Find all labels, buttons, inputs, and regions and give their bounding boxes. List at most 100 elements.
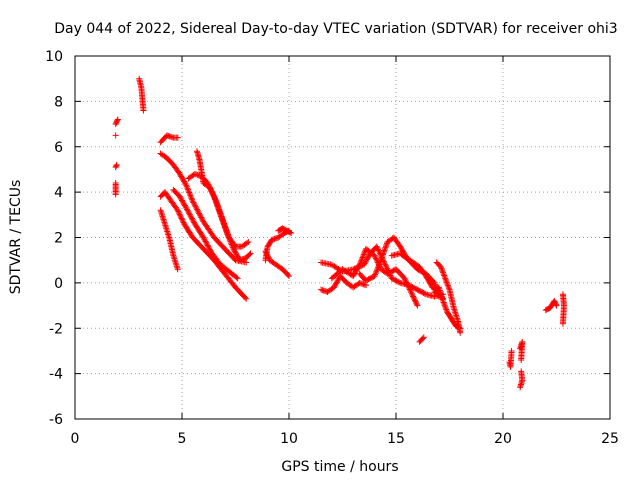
y-tick-label: -2 (49, 321, 63, 337)
data-point (210, 191, 217, 198)
data-point (231, 247, 238, 254)
data-point (179, 176, 186, 183)
data-point (376, 261, 383, 268)
data-point (372, 254, 379, 261)
data-point (439, 266, 446, 273)
data-point (360, 253, 367, 260)
data-point (234, 253, 241, 260)
data-point (443, 278, 450, 285)
data-point (333, 279, 340, 286)
data-point (443, 306, 450, 313)
data-point (202, 238, 209, 245)
data-point (414, 302, 421, 309)
data-point (186, 190, 193, 197)
data-point (375, 262, 382, 269)
data-point (552, 301, 559, 308)
data-point (233, 274, 240, 281)
data-point (264, 252, 271, 259)
data-point (438, 265, 445, 272)
data-point (397, 244, 404, 251)
data-point (200, 234, 207, 241)
data-point (199, 233, 206, 240)
data-point (184, 207, 191, 214)
data-point (411, 297, 418, 304)
data-point (205, 243, 212, 250)
data-point (398, 246, 405, 253)
data-point (174, 266, 181, 273)
data-point (191, 200, 198, 207)
data-point (419, 335, 426, 342)
data-point (457, 325, 464, 332)
data-point (372, 255, 379, 262)
data-point (397, 243, 404, 250)
data-point (192, 203, 199, 210)
data-point (113, 161, 120, 168)
data-point (140, 107, 147, 114)
data-point (114, 116, 121, 123)
y-tick-label: 4 (54, 185, 63, 201)
data-point (211, 195, 218, 202)
data-point (442, 305, 449, 312)
data-point (413, 301, 420, 308)
data-point (372, 271, 379, 278)
data-point (439, 268, 446, 275)
data-point (356, 261, 363, 268)
data-point (201, 235, 208, 242)
data-point (559, 320, 566, 327)
data-point (114, 117, 121, 124)
y-tick-label: 6 (54, 140, 63, 156)
data-point (206, 246, 213, 253)
data-segment (431, 284, 464, 332)
data-point (204, 242, 211, 249)
data-segment (506, 347, 515, 370)
data-point (427, 281, 434, 288)
data-point (112, 180, 119, 187)
data-point (191, 202, 198, 209)
data-point (179, 218, 186, 225)
data-point (203, 241, 210, 248)
data-point (265, 254, 272, 261)
data-point (186, 211, 193, 218)
x-axis-label: GPS time / hours (281, 459, 398, 475)
data-point (442, 275, 449, 282)
data-point (413, 299, 420, 306)
data-point (209, 190, 216, 197)
data-point (406, 285, 413, 292)
y-tick-label: -4 (49, 367, 63, 383)
data-point (211, 194, 218, 201)
data-point (208, 188, 215, 195)
data-point (189, 196, 196, 203)
data-point (182, 203, 189, 210)
y-axis-label: SDTVAR / TECUs (8, 180, 24, 295)
data-point (355, 262, 362, 269)
data-point (410, 294, 417, 301)
data-point (183, 205, 190, 212)
data-segment (170, 186, 241, 282)
data-point (355, 264, 362, 271)
data-point (401, 275, 408, 282)
data-point (188, 195, 195, 202)
data-point (372, 270, 379, 277)
x-tick-label: 25 (601, 431, 619, 447)
data-point (359, 254, 366, 261)
data-point (180, 177, 187, 184)
data-segment (112, 132, 119, 139)
data-point (358, 257, 365, 264)
data-point (113, 163, 120, 170)
y-tick-label: 2 (54, 231, 63, 247)
data-point (185, 208, 192, 215)
data-point (353, 266, 360, 273)
data-point (334, 278, 341, 285)
data-point (176, 170, 183, 177)
data-point (180, 199, 187, 206)
data-point (112, 132, 119, 139)
data-point (193, 205, 200, 212)
data-point (412, 298, 419, 305)
data-point (208, 187, 215, 194)
data-point (198, 215, 205, 222)
data-point (354, 265, 361, 272)
data-point (518, 368, 525, 375)
data-point (331, 283, 338, 290)
data-point (402, 278, 409, 285)
data-point (174, 207, 181, 214)
